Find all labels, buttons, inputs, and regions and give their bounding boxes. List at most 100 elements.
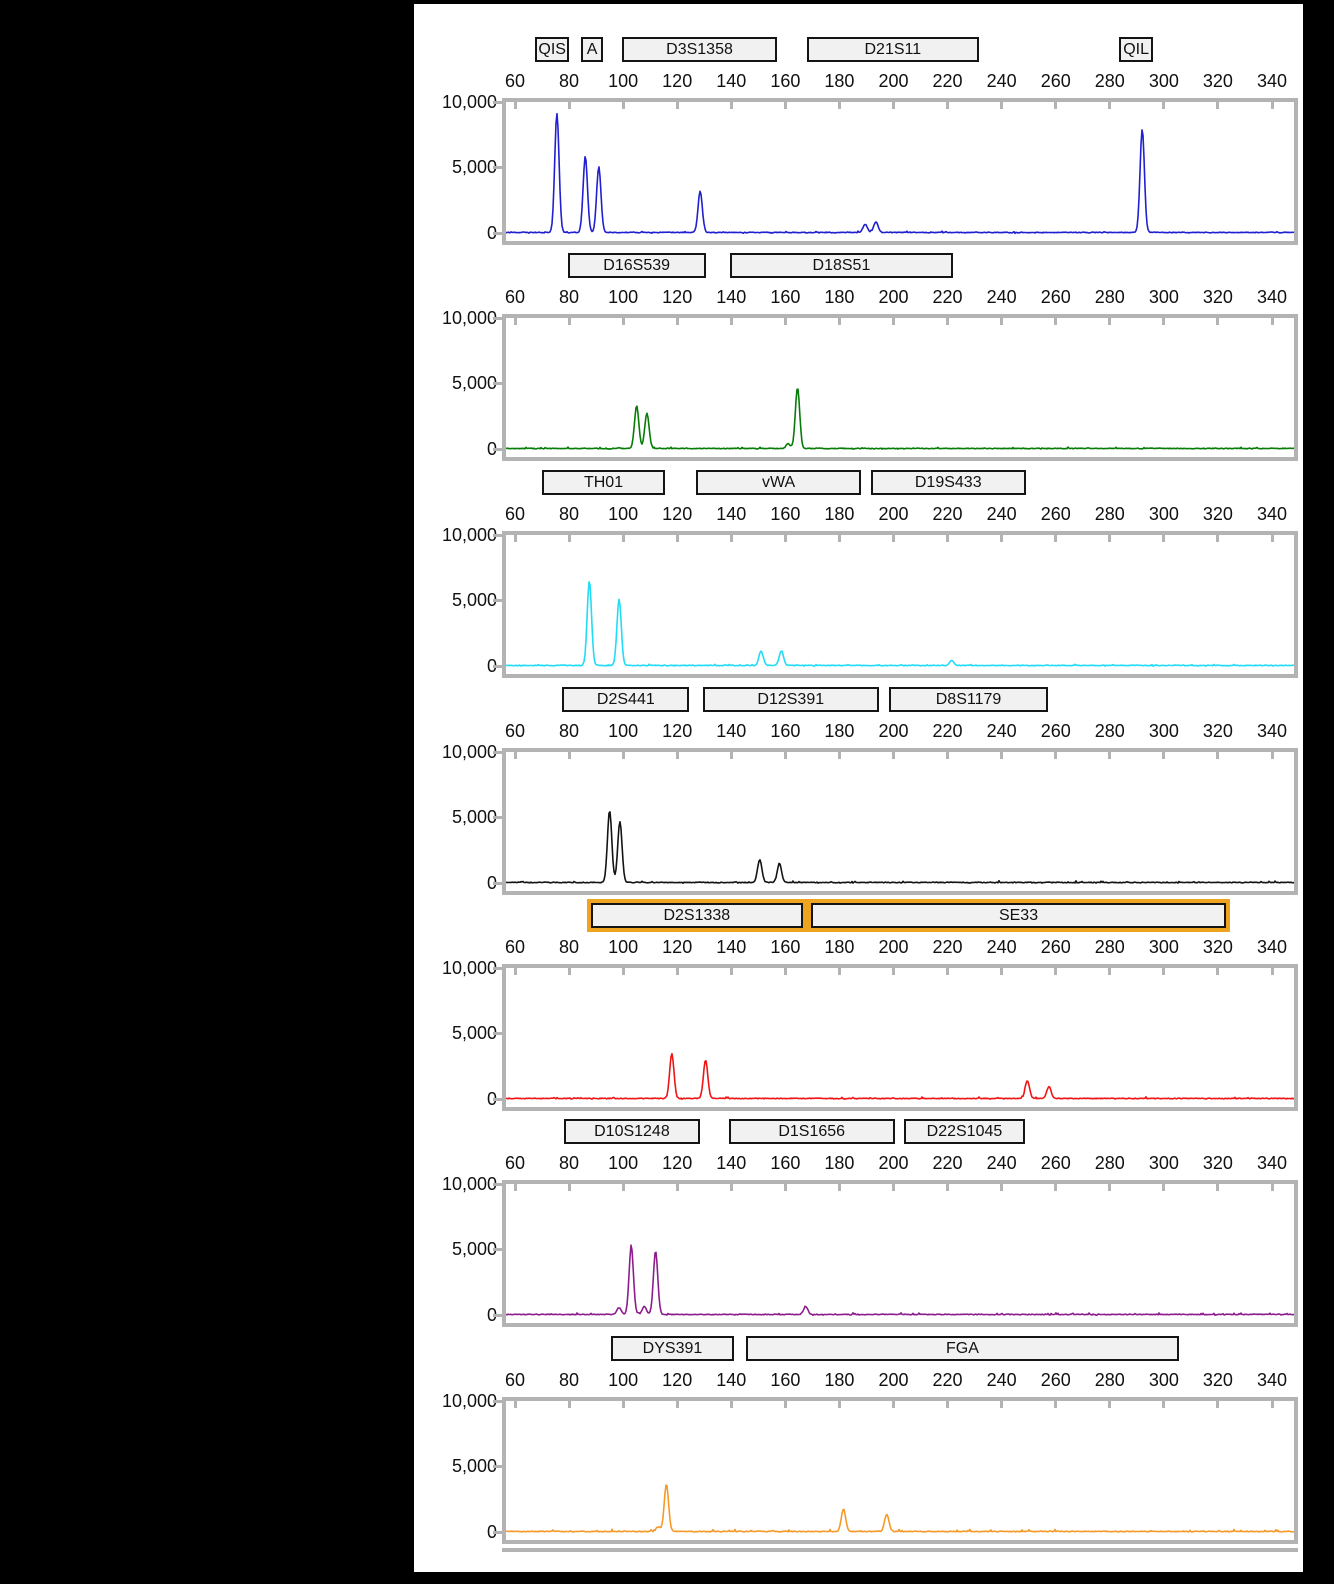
marker-label-D2S441[interactable]: D2S441 — [562, 687, 690, 712]
y-axis-label: 10,000 — [441, 958, 497, 978]
x-axis-tick — [1216, 752, 1220, 759]
x-axis-tick — [567, 535, 571, 542]
x-axis-tick — [513, 1184, 517, 1191]
marker-label-FGA[interactable]: FGA — [746, 1336, 1179, 1361]
x-axis-label: 240 — [986, 1370, 1017, 1390]
x-axis-tick — [1054, 752, 1058, 759]
x-axis-tick — [946, 318, 950, 325]
x-axis-label: 260 — [1040, 1153, 1071, 1173]
x-axis-tick — [783, 968, 787, 975]
y-axis-label: 10,000 — [441, 742, 497, 762]
x-axis-tick — [783, 318, 787, 325]
x-axis-label: 240 — [986, 504, 1017, 524]
y-axis-label: 5,000 — [451, 807, 497, 827]
x-axis-tick — [1216, 318, 1220, 325]
x-axis-label: 100 — [608, 287, 639, 307]
x-axis-label: 180 — [824, 504, 855, 524]
x-axis-tick — [837, 318, 841, 325]
x-axis-label: 160 — [770, 504, 801, 524]
y-axis-tick — [493, 1182, 502, 1186]
plot-area-blue[interactable] — [502, 98, 1298, 245]
x-axis-label: 120 — [662, 504, 693, 524]
x-axis-tick — [675, 1184, 679, 1191]
marker-label-SE33[interactable]: SE33 — [811, 903, 1227, 928]
x-axis-tick — [675, 102, 679, 109]
y-axis-label: 0 — [486, 656, 497, 676]
x-axis-label: 260 — [1040, 287, 1071, 307]
marker-label-D10S1248[interactable]: D10S1248 — [563, 1119, 701, 1144]
marker-label-vWA[interactable]: vWA — [696, 470, 862, 495]
x-axis-label: 140 — [716, 504, 747, 524]
trace-orange — [506, 1484, 1294, 1533]
marker-label-D18S51[interactable]: D18S51 — [729, 253, 953, 278]
x-axis-tick — [1108, 752, 1112, 759]
x-axis-label: 180 — [824, 71, 855, 91]
x-axis-tick — [1162, 102, 1166, 109]
x-axis-label: 320 — [1202, 71, 1233, 91]
x-axis-label: 100 — [608, 721, 639, 741]
marker-label-TH01[interactable]: TH01 — [542, 470, 666, 495]
marker-label-D8S1179[interactable]: D8S1179 — [889, 687, 1048, 712]
y-axis-tick — [493, 1097, 502, 1101]
y-axis-label: 5,000 — [451, 1023, 497, 1043]
plot-area-cyan[interactable] — [502, 531, 1298, 678]
x-axis-label: 220 — [932, 721, 963, 741]
marker-label-QIL[interactable]: QIL — [1119, 37, 1154, 62]
plot-area-black[interactable] — [502, 748, 1298, 895]
x-axis-label: 120 — [662, 937, 693, 957]
x-axis-label: 340 — [1256, 937, 1288, 957]
y-axis-label: 0 — [486, 1305, 497, 1325]
x-axis-tick — [1270, 968, 1274, 975]
x-axis-label: 260 — [1040, 721, 1071, 741]
x-axis-label: 180 — [824, 287, 855, 307]
x-axis-label: 200 — [878, 504, 909, 524]
marker-label-D12S391[interactable]: D12S391 — [702, 687, 879, 712]
marker-label-DYS391[interactable]: DYS391 — [610, 1336, 734, 1361]
x-axis-tick — [621, 535, 625, 542]
trace-red — [506, 1052, 1294, 1100]
marker-label-D22S1045[interactable]: D22S1045 — [904, 1119, 1025, 1144]
marker-label-D16S539[interactable]: D16S539 — [567, 253, 706, 278]
plot-area-red[interactable] — [502, 964, 1298, 1111]
x-axis-tick — [1270, 102, 1274, 109]
x-axis-tick — [1162, 968, 1166, 975]
marker-label-D3S1358[interactable]: D3S1358 — [621, 37, 778, 62]
x-axis-tick — [729, 1401, 733, 1408]
marker-label-QIS[interactable]: QIS — [535, 37, 570, 62]
x-axis-tick — [892, 1184, 895, 1191]
x-axis-label: 100 — [608, 1370, 639, 1390]
marker-label-D21S11[interactable]: D21S11 — [806, 37, 979, 62]
x-axis-label: 220 — [932, 71, 963, 91]
y-axis-tick — [493, 100, 502, 104]
plot-area-orange[interactable] — [502, 1397, 1298, 1544]
x-axis-label: 160 — [770, 937, 801, 957]
y-axis-tick — [493, 1464, 502, 1468]
x-axis-label: 100 — [608, 1153, 639, 1173]
y-axis-label: 10,000 — [441, 92, 497, 112]
x-axis-tick — [1108, 1184, 1112, 1191]
marker-label-D2S1338[interactable]: D2S1338 — [590, 903, 803, 928]
x-axis-label: 240 — [986, 71, 1017, 91]
x-axis-label: 200 — [878, 721, 909, 741]
x-axis-tick — [729, 318, 733, 325]
x-axis-tick — [567, 968, 571, 975]
marker-label-A[interactable]: A — [581, 37, 603, 62]
x-axis-tick — [1000, 1184, 1004, 1191]
marker-label-D19S433[interactable]: D19S433 — [870, 470, 1026, 495]
x-axis-tick — [946, 535, 950, 542]
y-axis-label: 0 — [486, 1522, 497, 1542]
trace-blue — [506, 112, 1294, 235]
x-axis-label: 180 — [824, 721, 855, 741]
x-axis-tick — [783, 535, 787, 542]
y-axis-tick — [493, 1399, 502, 1403]
y-axis-label: 5,000 — [451, 157, 497, 177]
x-axis-label: 140 — [716, 71, 747, 91]
x-axis-tick — [1216, 102, 1220, 109]
x-axis-tick — [1216, 968, 1220, 975]
x-axis-label: 300 — [1148, 721, 1179, 741]
x-axis-label: 320 — [1202, 937, 1233, 957]
marker-label-D1S1656[interactable]: D1S1656 — [728, 1119, 895, 1144]
plot-area-green[interactable] — [502, 314, 1298, 461]
x-axis-tick — [892, 752, 895, 759]
